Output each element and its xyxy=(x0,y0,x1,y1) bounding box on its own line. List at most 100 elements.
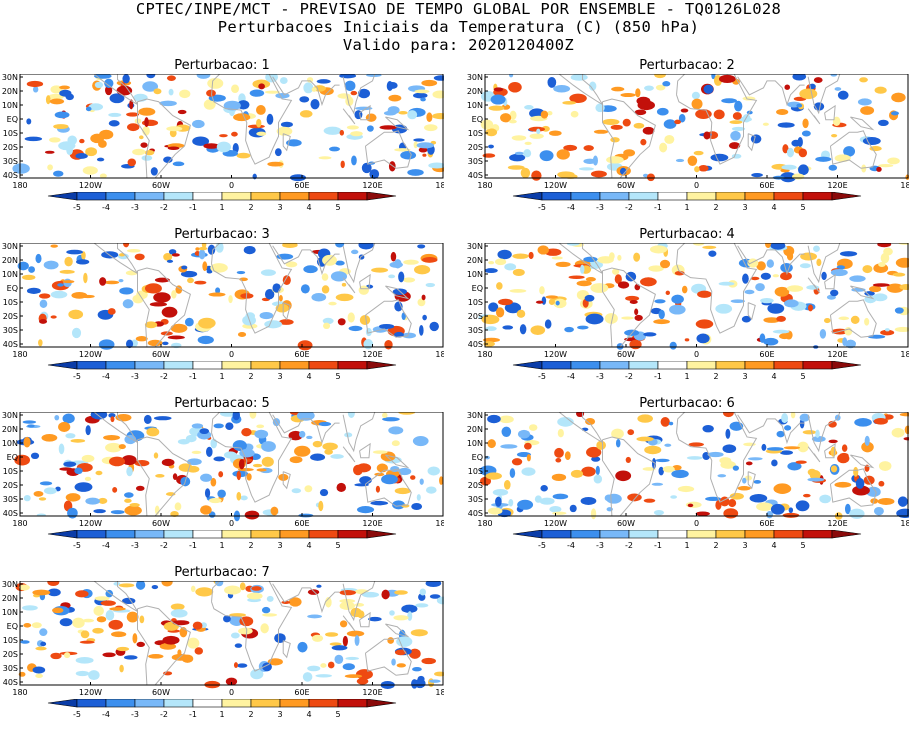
coastline xyxy=(342,108,356,125)
colorbar-segment xyxy=(308,360,339,370)
anomaly-patch xyxy=(508,119,517,124)
anomaly-patch xyxy=(163,156,173,163)
anomaly-patch xyxy=(424,124,438,132)
anomaly-patch xyxy=(41,433,58,442)
anomaly-patch xyxy=(717,474,727,478)
anomaly-patch xyxy=(635,88,641,98)
anomaly-patch xyxy=(392,500,405,510)
anomaly-patch xyxy=(171,253,180,257)
anomaly-patch xyxy=(816,258,822,267)
anomaly-patch xyxy=(878,163,894,168)
anomaly-patch xyxy=(408,648,421,659)
colorbar-tick-label: -4 xyxy=(567,541,575,550)
anomaly-patch xyxy=(233,662,239,668)
anomaly-patch xyxy=(495,496,502,507)
anomaly-patch xyxy=(38,497,47,501)
anomaly-patch xyxy=(551,473,567,482)
anomaly-patch xyxy=(167,335,185,340)
anomaly-patch xyxy=(274,148,282,157)
anomaly-patch xyxy=(110,416,115,423)
anomaly-patch xyxy=(396,663,406,668)
colorbar-tick-label: 4 xyxy=(306,541,311,550)
anomaly-patch xyxy=(416,142,435,149)
anomaly-patch xyxy=(555,300,560,306)
anomaly-patch xyxy=(802,430,817,435)
anomaly-patch xyxy=(38,293,51,299)
anomaly-patch xyxy=(126,611,139,623)
anomaly-patch xyxy=(421,294,426,301)
anomaly-patch xyxy=(23,623,32,628)
anomaly-patch xyxy=(219,134,228,138)
anomaly-patch xyxy=(381,412,388,418)
anomaly-patch xyxy=(299,110,313,118)
anomaly-patch xyxy=(887,157,900,165)
anomaly-patch xyxy=(63,652,71,659)
map-panel: Perturbacao: 4 30N 20N 10N EQ 10S 20S 30S 40S 180… xyxy=(465,227,909,395)
anomaly-patch xyxy=(798,164,809,176)
anomaly-patch xyxy=(807,304,813,312)
anomaly-patch xyxy=(181,654,194,663)
anomaly-patch xyxy=(307,665,321,672)
anomaly-patch xyxy=(170,323,188,333)
anomaly-patch xyxy=(634,109,647,116)
anomaly-patch xyxy=(38,339,43,347)
anomaly-patch xyxy=(540,110,549,119)
anomaly-patch xyxy=(508,499,514,507)
anomaly-patch xyxy=(302,672,313,682)
anomaly-patch xyxy=(192,621,203,630)
anomaly-patch xyxy=(291,488,302,494)
anomaly-patch xyxy=(127,158,137,167)
anomaly-patch xyxy=(398,110,408,115)
anomaly-patch xyxy=(276,126,293,136)
lat-label: 10N xyxy=(467,439,483,448)
anomaly-patch xyxy=(792,173,805,180)
anomaly-patch xyxy=(280,121,293,128)
anomaly-patch xyxy=(50,652,62,660)
anomaly-patch xyxy=(799,413,810,422)
anomaly-patch xyxy=(644,445,662,455)
lon-label: 120W xyxy=(79,519,102,528)
anomaly-patch xyxy=(508,81,522,93)
anomaly-patch xyxy=(589,81,597,91)
anomaly-patch xyxy=(490,94,506,105)
anomaly-patch xyxy=(590,170,607,178)
anomaly-patch xyxy=(186,458,202,466)
anomaly-patch xyxy=(250,668,264,680)
lon-label: 0 xyxy=(229,688,234,697)
anomaly-patch xyxy=(315,674,333,678)
anomaly-patch xyxy=(549,505,562,513)
colorbar-tick-label: 4 xyxy=(771,541,776,550)
coastline xyxy=(359,273,371,290)
colorbar-segment xyxy=(337,529,368,539)
anomaly-patch xyxy=(59,85,70,90)
colorbar-tick-label: -4 xyxy=(567,203,575,212)
lon-label: 180 xyxy=(12,350,27,359)
colorbar-segment xyxy=(570,529,601,539)
anomaly-patch xyxy=(780,172,797,183)
coastline xyxy=(93,581,138,612)
anomaly-patch xyxy=(93,605,104,616)
anomaly-patch xyxy=(199,428,210,435)
lat-label: EQ xyxy=(472,284,483,293)
anomaly-patch xyxy=(71,292,88,299)
anomaly-patch xyxy=(484,455,490,460)
anomaly-patch xyxy=(553,298,567,309)
anomaly-patch xyxy=(662,465,675,473)
colorbar-segment xyxy=(744,360,775,370)
anomaly-patch xyxy=(815,429,820,438)
anomaly-patch xyxy=(873,506,884,516)
anomaly-patch xyxy=(310,453,326,461)
anomaly-patch xyxy=(895,257,909,268)
anomaly-patch xyxy=(569,504,577,513)
coastline xyxy=(676,412,758,503)
anomaly-patch xyxy=(68,309,84,320)
coastline xyxy=(364,130,412,169)
anomaly-patch xyxy=(70,438,86,443)
anomaly-patch xyxy=(617,281,630,289)
anomaly-patch xyxy=(351,249,359,255)
anomaly-patch xyxy=(653,509,665,516)
colorbar-segment xyxy=(279,191,310,201)
anomaly-patch xyxy=(82,618,95,623)
anomaly-patch xyxy=(168,88,174,96)
anomaly-patch xyxy=(839,452,849,459)
